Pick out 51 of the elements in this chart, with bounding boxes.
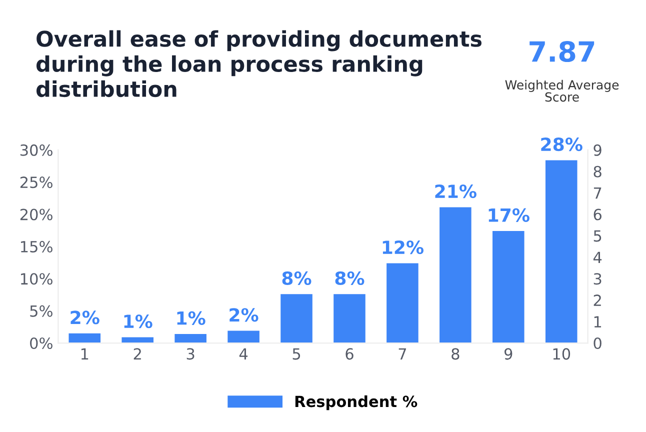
- x-tick-label: 8: [452, 348, 460, 360]
- y2-tick-label: 0: [594, 337, 602, 350]
- bar: [280, 294, 312, 344]
- bar: [228, 330, 260, 344]
- y2-tick-label: 9: [594, 144, 602, 156]
- y2-tick-label: 7: [594, 187, 602, 199]
- y-tick-label: 20%: [20, 208, 52, 220]
- x-tick-label: 4: [239, 348, 248, 360]
- data-label: 8%: [282, 271, 312, 286]
- y2-tick-label: 4: [593, 252, 602, 263]
- y-tick-label: 30%: [20, 144, 52, 156]
- y2-tick-label: 1: [594, 316, 602, 328]
- bar: [122, 337, 154, 344]
- bar: [68, 333, 101, 344]
- data-label: 1%: [124, 314, 152, 328]
- bar: [545, 160, 578, 344]
- y-tick-label: 0%: [30, 337, 52, 350]
- chart-title: Overall ease of providing documents during the loan process ranking distribution: [36, 30, 482, 98]
- data-label: 2%: [230, 308, 258, 322]
- bar: [174, 334, 206, 344]
- data-label: 8%: [335, 271, 364, 286]
- y-tick-label: 10%: [21, 273, 52, 285]
- x-tick-label: 5: [292, 348, 300, 360]
- y2-tick-label: 6: [594, 208, 602, 220]
- x-tick-label: 2: [134, 348, 141, 360]
- bar: [334, 294, 366, 344]
- y2-tick-label: 8: [594, 166, 602, 178]
- data-label: 2%: [70, 310, 100, 324]
- y-tick-label: 25%: [20, 176, 52, 188]
- y2-tick-label: 2: [594, 294, 601, 306]
- data-label: 21%: [435, 184, 476, 198]
- x-tick-label: 1: [81, 348, 88, 360]
- y2-tick-label: 3: [594, 273, 602, 285]
- x-tick-label: 9: [504, 348, 512, 360]
- data-label: 17%: [488, 208, 530, 222]
- y-tick-label: 5%: [30, 305, 52, 317]
- text: Weighted Average Score: [505, 80, 619, 102]
- y-tick-label: 15%: [21, 240, 52, 252]
- data-label: 28%: [541, 137, 582, 152]
- x-tick-label: 3: [186, 348, 194, 360]
- legend-label: Respondent %: [295, 395, 418, 410]
- bar: [386, 263, 418, 344]
- x-tick-label: 6: [346, 348, 354, 360]
- x-tick-label: 7: [398, 348, 406, 360]
- data-label: 1%: [177, 311, 206, 325]
- bar: [440, 207, 472, 344]
- text: 7.87: [530, 41, 594, 62]
- data-label: 12%: [382, 240, 424, 254]
- bar: [492, 231, 524, 344]
- y2-tick-label: 5: [594, 230, 602, 242]
- x-tick-label: 10: [553, 348, 570, 360]
